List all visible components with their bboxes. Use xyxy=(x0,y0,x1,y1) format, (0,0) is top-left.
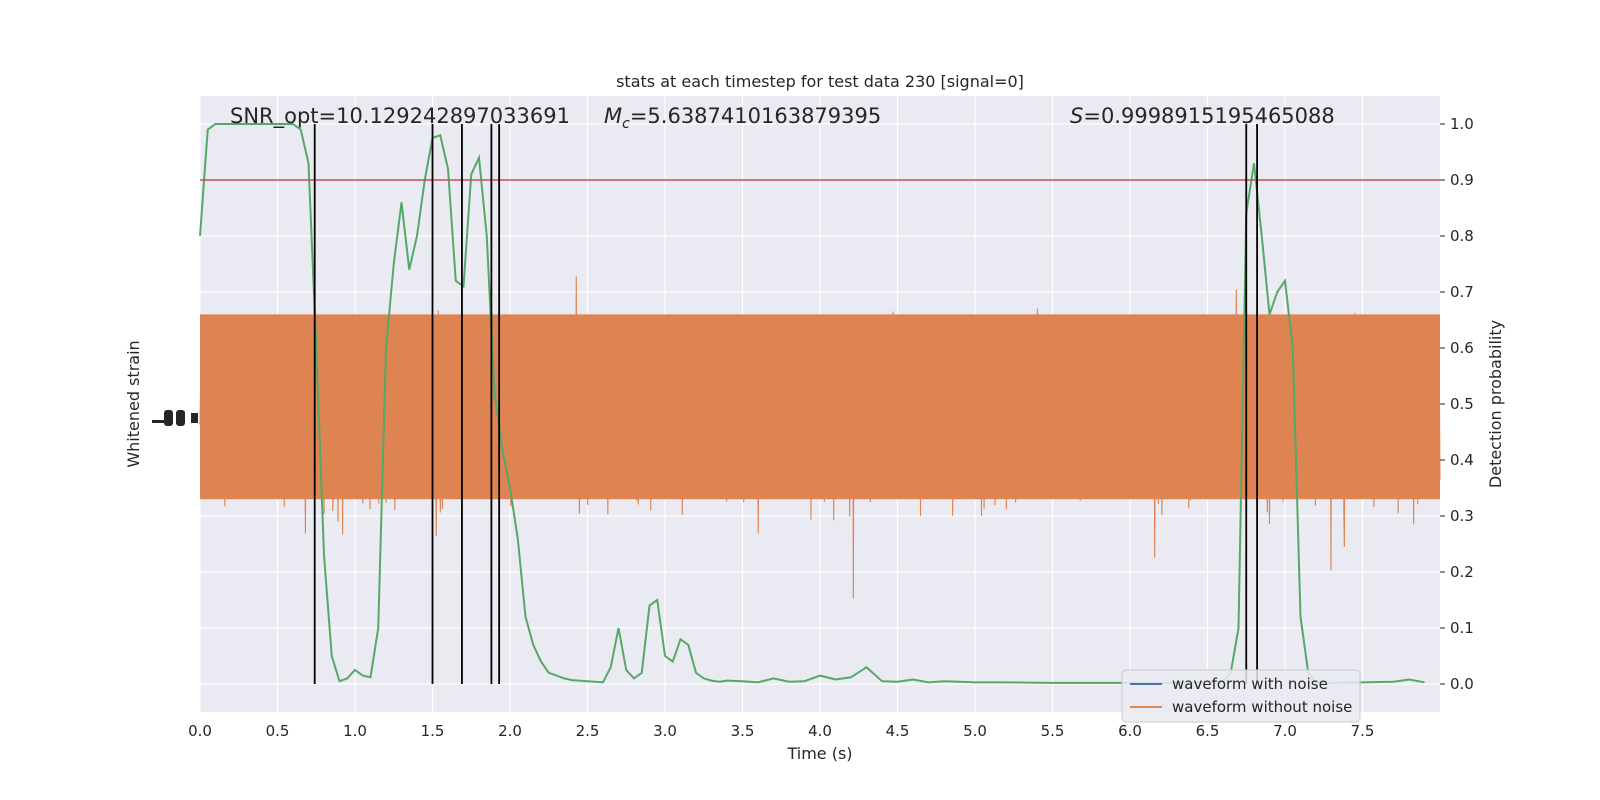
y-axis-label-left: Whitened strain xyxy=(124,340,143,467)
x-tick-label: 6.0 xyxy=(1118,722,1142,740)
x-tick-label: 4.5 xyxy=(886,722,910,740)
x-axis-label: Time (s) xyxy=(786,744,852,763)
chirp-mass-annotation: Mc=5.6387410163879395 xyxy=(604,104,881,132)
y-tick-label: 0.6 xyxy=(1450,339,1474,357)
x-tick-label: 5.0 xyxy=(963,722,987,740)
x-tick-label: 2.5 xyxy=(576,722,600,740)
legend-label-with-noise: waveform with noise xyxy=(1172,675,1328,693)
x-tick-label: 3.0 xyxy=(653,722,677,740)
x-tick-label: 4.0 xyxy=(808,722,832,740)
legend-label-without-noise: waveform without noise xyxy=(1172,698,1352,716)
strain-series xyxy=(199,276,1441,599)
chart-title: stats at each timestep for test data 230… xyxy=(616,72,1024,91)
y-tick-label: 0.7 xyxy=(1450,283,1474,301)
y-tick-label: 0.4 xyxy=(1450,451,1474,469)
y-tick-label: 0.2 xyxy=(1450,563,1474,581)
x-tick-label: 1.0 xyxy=(343,722,367,740)
y-tick-label: 0.9 xyxy=(1450,171,1474,189)
x-tick-label: 5.5 xyxy=(1041,722,1065,740)
left-axis-ticks xyxy=(152,410,198,426)
x-tick-label: 0.0 xyxy=(188,722,212,740)
snr-annotation: SNR_opt=10.129242897033691 xyxy=(230,104,570,129)
y-tick-label: 0.1 xyxy=(1450,619,1474,637)
vertical-lines xyxy=(313,124,1258,684)
legend: waveform with noise waveform without noi… xyxy=(1121,669,1361,723)
x-tick-label: 0.5 xyxy=(266,722,290,740)
y-tick-label: 0.5 xyxy=(1450,395,1474,413)
y-tick-label: 0.0 xyxy=(1450,675,1474,693)
strain-band-core xyxy=(200,314,1440,500)
y-axis-label-right: Detection probability xyxy=(1486,320,1505,488)
y-tick-labels-right: 0.0 0.1 0.2 0.3 0.4 0.5 0.6 0.7 0.8 0.9 1.0 xyxy=(1440,115,1474,693)
y-tick-label: 0.8 xyxy=(1450,227,1474,245)
s-annotation: S=0.9998915195465088 xyxy=(1070,104,1335,128)
x-tick-label: 6.5 xyxy=(1196,722,1220,740)
x-tick-label: 1.5 xyxy=(421,722,445,740)
x-tick-label: 2.0 xyxy=(498,722,522,740)
y-tick-label: 0.3 xyxy=(1450,507,1474,525)
y-tick-label: 1.0 xyxy=(1450,115,1474,133)
x-tick-label: 7.0 xyxy=(1273,722,1297,740)
x-tick-labels: 0.0 0.5 1.0 1.5 2.0 2.5 3.0 3.5 4.0 4.5 5.0 5.5 6.0 6… xyxy=(188,722,1374,740)
x-tick-label: 7.5 xyxy=(1351,722,1375,740)
x-tick-label: 3.5 xyxy=(731,722,755,740)
